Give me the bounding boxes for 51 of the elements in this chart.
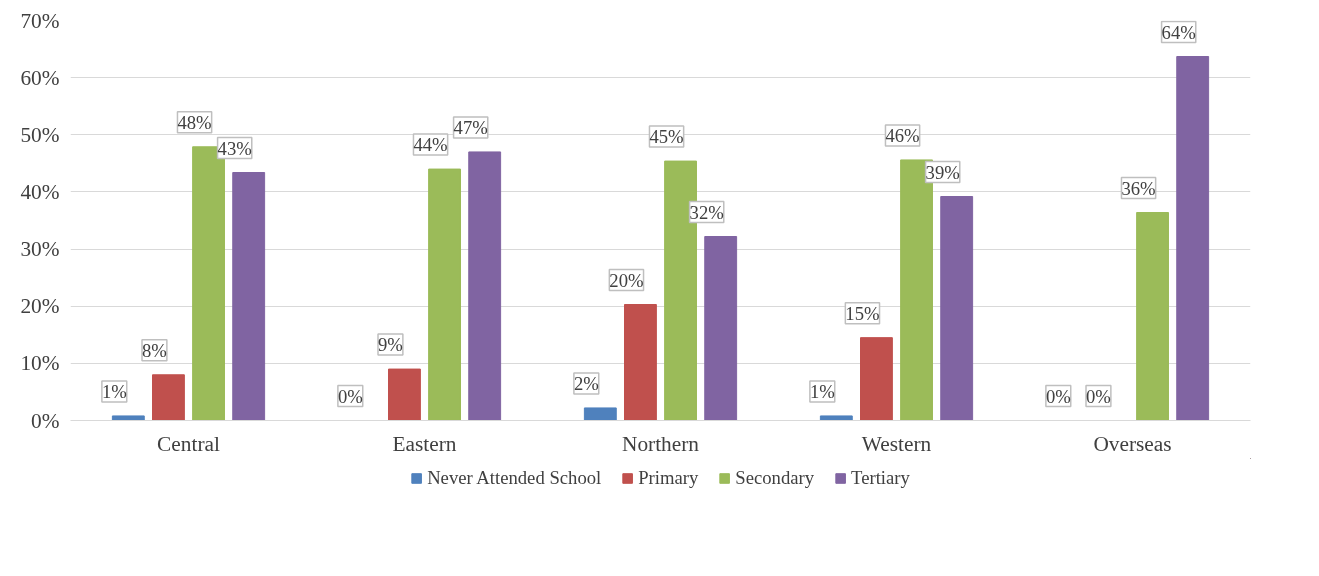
- bar: [819, 415, 853, 421]
- y-tick-label: 20%: [20, 294, 60, 319]
- bar: [468, 151, 502, 421]
- x-tick-label: Overseas: [1093, 431, 1172, 456]
- bar: [1136, 212, 1169, 421]
- data-label: 48%: [177, 111, 212, 133]
- x-tick-label: Eastern: [392, 431, 457, 456]
- data-label: 0%: [1086, 385, 1111, 407]
- y-tick-label: 30%: [20, 237, 60, 262]
- data-label: 32%: [689, 201, 724, 223]
- x-tick-label: Central: [157, 431, 220, 456]
- x-tick-label: Northern: [622, 431, 700, 456]
- data-label: 9%: [378, 334, 403, 356]
- data-label: 45%: [649, 126, 684, 148]
- y-tick-label: 10%: [20, 351, 60, 376]
- bar: [428, 168, 461, 421]
- x-tick-label: Western: [861, 431, 932, 456]
- data-label: 0%: [1045, 385, 1071, 407]
- data-label: 1%: [809, 380, 835, 402]
- data-label: 0%: [337, 385, 363, 407]
- data-label: 43%: [217, 137, 252, 159]
- y-tick-label: 60%: [20, 65, 60, 90]
- bar: [940, 196, 974, 421]
- data-label: 46%: [885, 124, 920, 146]
- bar: [152, 374, 185, 421]
- y-tick-label: 50%: [20, 122, 60, 147]
- bar: [583, 407, 617, 421]
- legend-label: Tertiary: [851, 467, 910, 489]
- data-label: 39%: [925, 161, 960, 183]
- legend-label: Secondary: [735, 467, 815, 489]
- data-label: 64%: [1161, 21, 1196, 43]
- data-label: 20%: [609, 269, 644, 291]
- bar: [232, 172, 266, 421]
- legend-label: Primary: [638, 467, 699, 489]
- bar: [704, 236, 738, 421]
- data-label: 2%: [573, 372, 599, 394]
- y-tick-label: 70%: [20, 8, 60, 33]
- data-label: 8%: [142, 339, 167, 361]
- bar: [1176, 56, 1210, 421]
- legend-label: Never Attended School: [427, 467, 602, 489]
- bar: [860, 337, 893, 421]
- bar: [624, 304, 657, 421]
- data-label: 15%: [845, 302, 880, 324]
- data-label: 47%: [453, 116, 488, 138]
- bar: [388, 368, 421, 421]
- data-label: 36%: [1121, 177, 1156, 199]
- data-label: 1%: [101, 380, 127, 402]
- bar: [111, 415, 145, 421]
- y-tick-label: 40%: [20, 179, 60, 204]
- y-tick-label: 0%: [31, 408, 60, 433]
- data-label: 44%: [413, 134, 448, 156]
